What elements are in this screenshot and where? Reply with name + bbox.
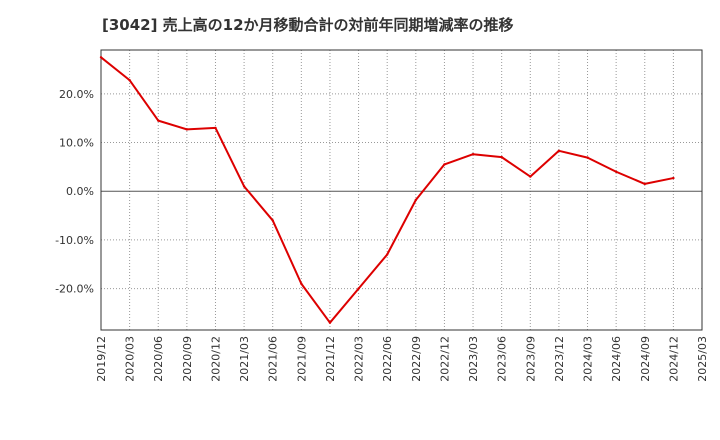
- y-axis-tick-labels: -20.0% -10.0% 0.0% 10.0% 20.0%: [55, 88, 94, 296]
- x-tick-label: 2021/03: [238, 336, 251, 382]
- x-tick-label: 2024/03: [582, 336, 595, 382]
- x-tick-label: 2021/12: [324, 336, 337, 382]
- x-tick-label: 2020/03: [124, 336, 137, 382]
- data-point: [443, 163, 446, 166]
- data-point: [557, 149, 561, 152]
- data-point: [271, 219, 274, 222]
- x-tick-label: 2020/06: [152, 336, 165, 382]
- x-tick-label: 2022/06: [381, 336, 394, 382]
- data-point: [385, 253, 389, 256]
- data-point: [185, 128, 189, 131]
- x-axis-tick-labels: 2019/12 2020/03 2020/06 2020/09 2020/12 2021/…: [95, 336, 709, 382]
- x-tick-label: 2024/06: [610, 336, 623, 382]
- data-point: [672, 176, 675, 180]
- x-tick-label: 2022/12: [438, 336, 451, 382]
- x-tick-label: 2023/12: [553, 336, 566, 382]
- data-point: [157, 119, 160, 122]
- y-tick-label: 10.0%: [59, 137, 94, 150]
- data-point: [500, 155, 503, 159]
- y-tick-label: -20.0%: [55, 283, 94, 296]
- x-tick-label: 2020/09: [181, 336, 194, 382]
- x-tick-label: 2019/12: [95, 336, 108, 382]
- axes: [100, 49, 703, 331]
- data-point: [357, 287, 360, 290]
- data-point: [242, 185, 246, 188]
- grid: [101, 50, 702, 330]
- data-point: [414, 198, 418, 202]
- y-tick-label: -10.0%: [55, 234, 94, 247]
- data-point: [99, 56, 103, 59]
- series-layer: [99, 56, 675, 324]
- x-tick-label: 2022/03: [353, 336, 366, 382]
- x-tick-label: 2020/12: [209, 336, 222, 382]
- plot-frame: [100, 49, 703, 331]
- series-line: [100, 56, 674, 324]
- y-tick-label: 0.0%: [66, 185, 94, 198]
- x-tick-label: 2023/06: [496, 336, 509, 382]
- data-point: [328, 321, 332, 324]
- data-point: [529, 175, 532, 178]
- x-tick-label: 2022/09: [410, 336, 423, 382]
- data-point: [300, 282, 303, 285]
- data-point: [471, 153, 475, 156]
- x-tick-label: 2023/09: [524, 336, 537, 382]
- x-tick-label: 2024/12: [667, 336, 680, 382]
- x-tick-label: 2025/03: [696, 336, 709, 382]
- data-point: [128, 78, 131, 82]
- chart-title: [3042] 売上高の12か月移動合計の対前年同期増減率の推移: [102, 16, 514, 34]
- data-point: [643, 182, 646, 186]
- x-tick-label: 2021/06: [267, 336, 280, 382]
- x-tick-label: 2023/03: [467, 336, 480, 382]
- x-tick-label: 2024/09: [639, 336, 652, 382]
- data-point: [586, 156, 589, 159]
- y-tick-label: 20.0%: [59, 88, 94, 101]
- data-point: [214, 126, 217, 130]
- data-point: [614, 170, 618, 173]
- x-tick-label: 2021/09: [295, 336, 308, 382]
